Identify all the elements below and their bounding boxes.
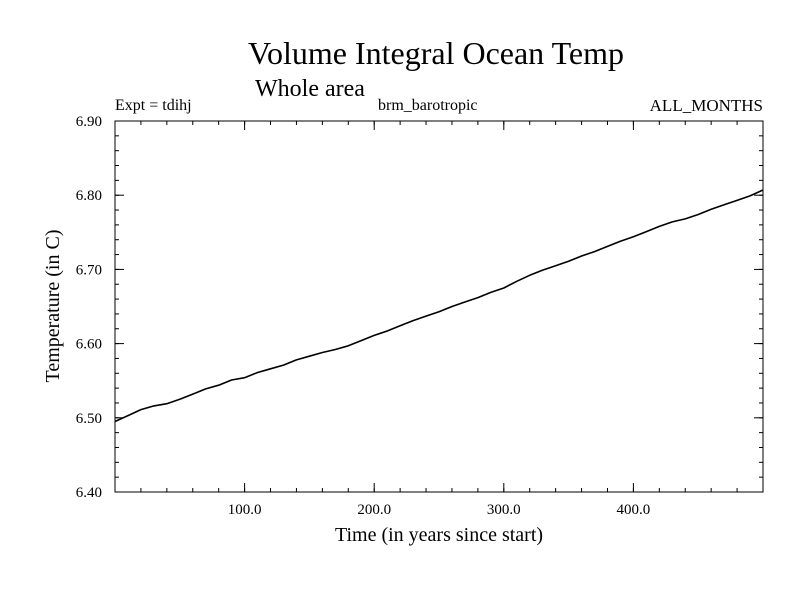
x-axis-ticks — [140, 121, 738, 492]
x-tick-label: 100.0 — [228, 502, 262, 518]
y-tick-label: 6.90 — [76, 114, 102, 130]
months-label: ALL_MONTHS — [650, 96, 763, 115]
y-tick-label: 6.80 — [76, 188, 102, 204]
y-tick-label: 6.40 — [76, 485, 102, 501]
x-tick-label: 300.0 — [487, 502, 521, 518]
y-axis-ticks — [115, 120, 763, 493]
x-tick-label: 400.0 — [617, 502, 651, 518]
y-axis-tick-labels: 6.40 6.50 6.60 6.70 6.80 6.90 — [76, 114, 102, 501]
y-tick-label: 6.60 — [76, 337, 102, 353]
chart-title: Volume Integral Ocean Temp — [248, 35, 624, 71]
series-line-temperature — [114, 189, 764, 423]
chart-subtitle: Whole area — [255, 76, 365, 102]
plot-frame — [114, 120, 764, 493]
y-tick-label: 6.70 — [76, 262, 102, 278]
y-axis-label: Temperature (in C) — [42, 230, 64, 383]
x-tick-label: 200.0 — [357, 502, 391, 518]
x-axis-label: Time (in years since start) — [335, 524, 543, 546]
experiment-label: Expt = tdihj — [115, 97, 192, 114]
y-tick-label: 6.50 — [76, 411, 102, 427]
variant-label: brm_barotropic — [378, 97, 478, 114]
x-axis-tick-labels: 100.0 200.0 300.0 400.0 — [228, 502, 651, 518]
